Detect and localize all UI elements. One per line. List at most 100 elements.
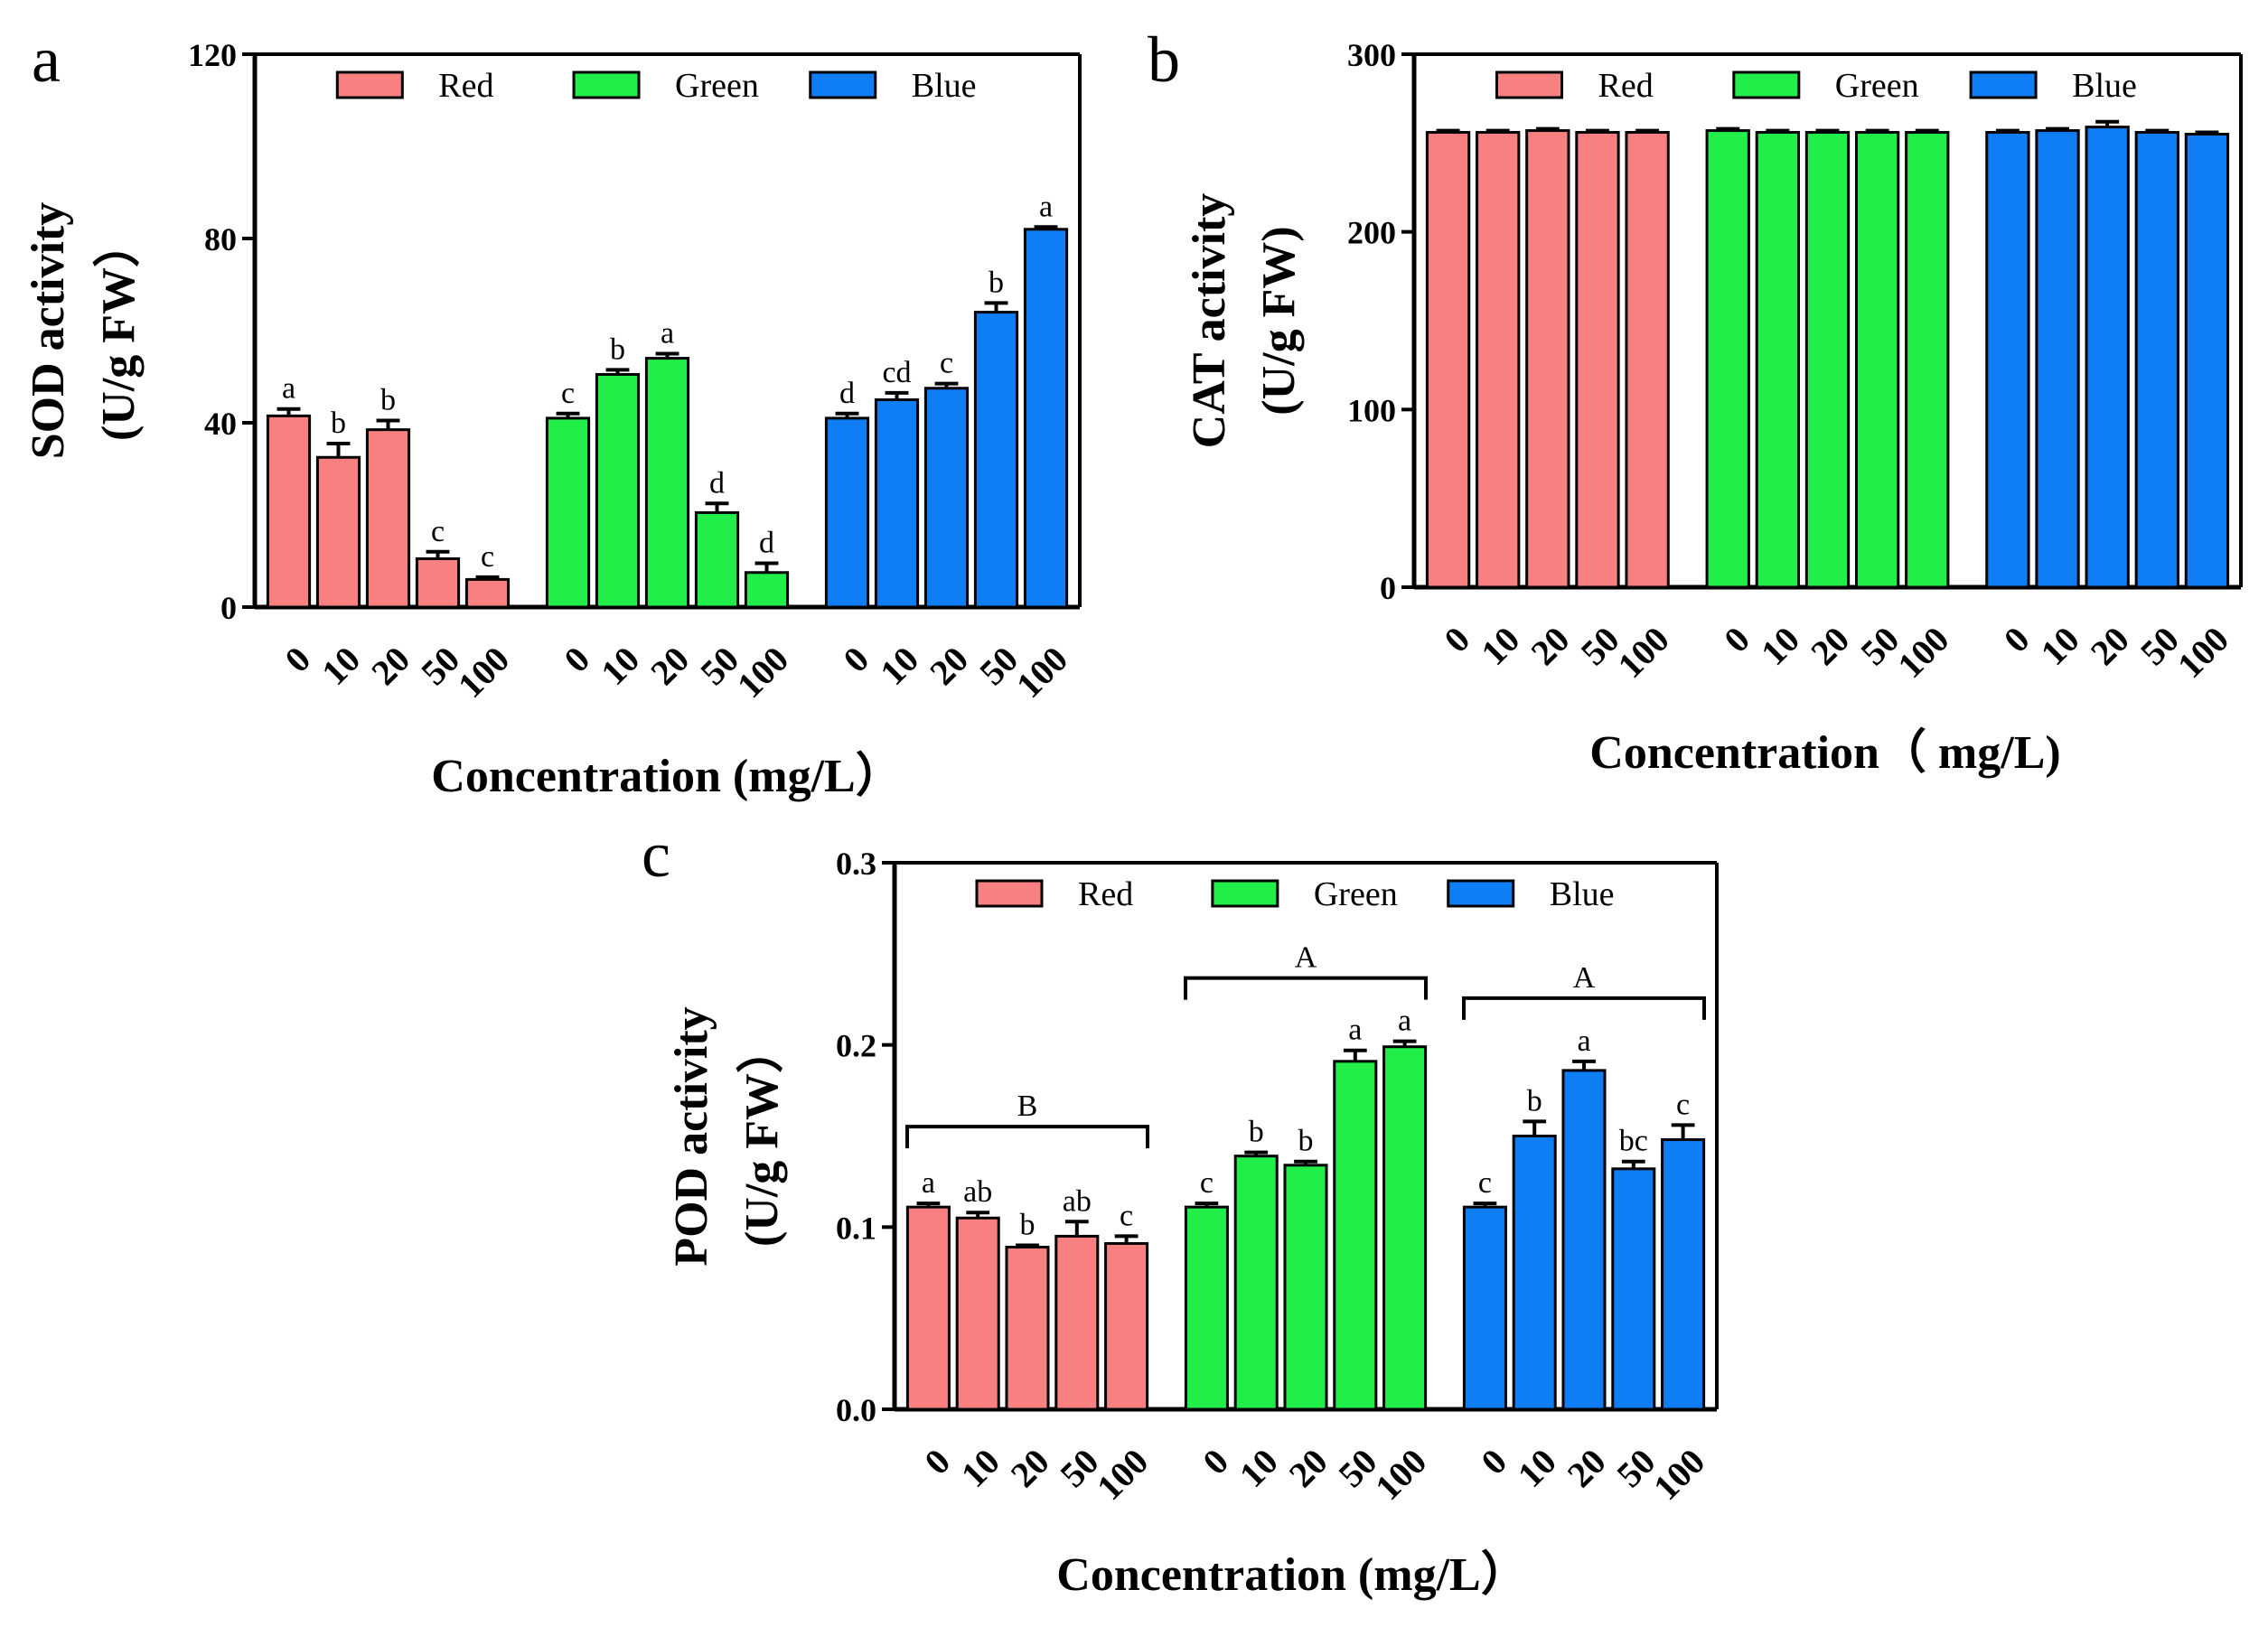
panel-c-sig-letter: a: [1577, 1024, 1590, 1058]
panel-a-bar-blue-10: [874, 398, 920, 609]
panel-a-bar-red-20: [365, 428, 411, 609]
panel-a-bar-blue-100: [1023, 228, 1069, 609]
panel-a-ytick-label: 120: [188, 37, 237, 73]
panel-c-ylabel-line-1: POD activity: [666, 1006, 717, 1266]
panel-a-bar-blue-50: [973, 311, 1019, 609]
panel-c-ytick-label: 0.2: [836, 1028, 876, 1064]
panel-b-xtick-label: 20: [1803, 619, 1857, 673]
panel-b-ylabel-line-2: (U/g FW): [1253, 226, 1305, 415]
panel-a-xtick-label: 100: [450, 639, 517, 706]
panel-c-sig-letter: c: [1120, 1199, 1133, 1232]
panel-c-group-bracket: [1184, 976, 1428, 1000]
panel-c-bar-red-100: [1104, 1241, 1149, 1411]
panel-c-bar-red-20: [1005, 1246, 1050, 1411]
panel-c-sig-letter: bc: [1619, 1125, 1648, 1158]
panel-b-bar-blue-10: [2035, 129, 2080, 589]
panel-b-xtick-label: 0: [1436, 619, 1477, 660]
panel-a-xtick-label: 10: [593, 639, 647, 693]
panel-a-xtick-label: 10: [314, 639, 368, 693]
panel-c-group-letter: B: [1017, 1089, 1038, 1123]
panel-a-sig-letter: a: [661, 317, 674, 351]
panel-a-xtick-label: 100: [729, 639, 796, 706]
panel-c-sig-letter: c: [1478, 1166, 1492, 1200]
panel-a-bar-green-20: [644, 357, 690, 609]
panel-c-bar-blue-20: [1561, 1069, 1607, 1411]
panel-a-sig-letter: b: [989, 266, 1004, 299]
panel-b-legend-swatch-blue: [1969, 70, 2038, 99]
panel-c-letter: c: [642, 818, 670, 891]
panel-b-ytick-label: 300: [1347, 37, 1396, 73]
panel-c-bar-red-10: [955, 1216, 1000, 1411]
panel-c-legend-label-green: Green: [1314, 875, 1398, 913]
panel-a-xtick-label: 20: [922, 639, 976, 693]
panel-c-xtick-label: 0: [916, 1441, 958, 1482]
panel-c-xtick-label: 0: [1473, 1441, 1514, 1482]
panel-a-xtick-label: 20: [642, 639, 697, 693]
panel-a-ytick-label: 0: [220, 590, 237, 626]
panel-b-bar-green-100: [1905, 131, 1950, 589]
panel-a-bar-green-50: [694, 510, 740, 609]
panel-a-bar-blue-0: [824, 416, 870, 609]
panel-a-sig-letter: b: [380, 383, 396, 416]
panel-c-sig-letter: a: [1348, 1014, 1362, 1047]
panel-c-xlabel: Concentration (mg/L）: [1056, 1548, 1527, 1601]
panel-b-bar-red-0: [1425, 131, 1471, 589]
panel-b-legend-label-red: Red: [1598, 67, 1654, 105]
panel-c-bar-green-0: [1184, 1205, 1229, 1411]
panel-c-xtick-label: 0: [1195, 1441, 1236, 1482]
panel-c-xtick-label: 100: [1645, 1441, 1712, 1508]
panel-b-bar-blue-100: [2184, 133, 2230, 589]
panel-b-ytick-label: 200: [1347, 215, 1396, 251]
panel-a-bar-red-100: [464, 577, 511, 609]
panel-c-sig-letter: b: [1020, 1209, 1036, 1242]
panel-c-bar-green-20: [1283, 1164, 1328, 1411]
panel-c-legend-swatch-blue: [1447, 879, 1515, 908]
panel-c-ylabel-line-2: (U/g FW）: [736, 1026, 788, 1247]
panel-a-bar-red-10: [315, 455, 361, 609]
panel-a-legend-label-green: Green: [675, 67, 759, 105]
panel-c-bar-blue-100: [1661, 1138, 1706, 1411]
panel-c-xtick-label: 20: [1003, 1441, 1057, 1495]
panel-b-legend-swatch-green: [1732, 70, 1801, 99]
panel-b-bar-blue-50: [2134, 131, 2179, 589]
panel-a-sig-letter: c: [940, 347, 953, 380]
panel-c-group-bracket: [905, 1125, 1149, 1149]
panel-b-xtick-label: 10: [2033, 619, 2087, 673]
panel-b-bar-green-0: [1705, 129, 1750, 589]
panel-c-ytick-label: 0.0: [836, 1392, 876, 1428]
panel-c-sig-letter: a: [922, 1166, 935, 1200]
panel-a-legend-label-blue: Blue: [912, 67, 977, 105]
panel-a-sig-letter: cd: [882, 356, 911, 389]
panel-c-sig-letter: b: [1249, 1116, 1264, 1149]
panel-b-legend-swatch-red: [1495, 70, 1563, 99]
panel-b-xtick-label: 20: [1523, 619, 1577, 673]
panel-b-bar-blue-0: [1985, 131, 2030, 589]
panel-a-letter: a: [32, 23, 61, 96]
panel-c-legend-label-blue: Blue: [1550, 875, 1615, 913]
panel-a-sig-letter: b: [610, 332, 625, 366]
panel-b-xtick-label: 10: [1753, 619, 1807, 673]
panel-b-bar-blue-20: [2085, 126, 2130, 589]
panel-b-ytick-label: 0: [1380, 570, 1396, 606]
panel-b-xtick-label: 0: [1716, 619, 1757, 660]
panel-b-xtick-label: 100: [1889, 619, 1956, 686]
panel-c-bar-blue-0: [1462, 1205, 1507, 1411]
panel-b-legend-label-blue: Blue: [2072, 67, 2137, 105]
panel-c-xtick-label: 100: [1089, 1441, 1156, 1508]
panel-b-xtick-label: 100: [1610, 619, 1677, 686]
panel-a-sig-letter: b: [331, 407, 346, 440]
panel-c-group-letter: A: [1573, 961, 1596, 995]
panel-a-sig-letter: a: [1039, 190, 1053, 223]
panel-a-xlabel: Concentration (mg/L）: [431, 750, 902, 802]
panel-b-bar-red-50: [1575, 131, 1620, 589]
panel-a-ylabel-line-1: SOD activity: [23, 202, 74, 460]
panel-b-xlabel: Concentration（ mg/L): [1589, 726, 2060, 779]
panel-c-legend-swatch-green: [1211, 879, 1279, 908]
panel-c-group-letter: A: [1295, 941, 1317, 975]
panel-b-bar-green-20: [1804, 131, 1851, 589]
panel-a-xtick-label: 0: [556, 639, 597, 680]
panel-c-sig-letter: c: [1200, 1166, 1214, 1200]
panel-b-ylabel-line-1: CAT activity: [1184, 193, 1235, 449]
panel-c-bar-blue-10: [1512, 1135, 1557, 1411]
